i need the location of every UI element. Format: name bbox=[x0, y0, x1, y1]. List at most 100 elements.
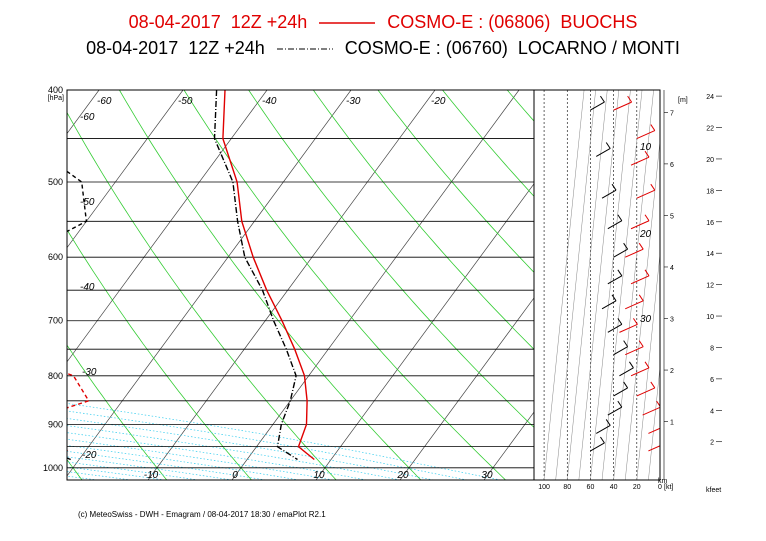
wind-barb-shaft bbox=[613, 387, 628, 397]
wind-barb-flag bbox=[605, 142, 611, 149]
wind-barb-shaft bbox=[630, 275, 650, 285]
wind-barb-flag bbox=[644, 269, 650, 277]
isotherm-label: -50 bbox=[178, 96, 193, 107]
wind-barb-locarno bbox=[607, 269, 623, 285]
wind-speed-tick-label: 80 bbox=[563, 484, 571, 491]
wind-barb-shaft bbox=[636, 387, 656, 397]
wind-barb-buochs bbox=[625, 294, 644, 310]
wind-frame bbox=[533, 89, 661, 481]
kfeet-tick-label: 4 bbox=[710, 408, 714, 415]
wind-barb-locarno bbox=[601, 294, 617, 310]
wind-barb-locarno bbox=[607, 214, 623, 230]
wind-barb-shaft bbox=[636, 130, 656, 140]
isotherm-label: -30 bbox=[346, 96, 361, 107]
isotach-line bbox=[624, 138, 660, 480]
dry-adiabat-line bbox=[312, 90, 534, 350]
dry-adiabat-line bbox=[248, 90, 534, 428]
wind-barb-flag bbox=[617, 269, 623, 277]
dry-adiabat-line bbox=[572, 90, 766, 480]
wind-barb-shaft bbox=[607, 220, 623, 230]
wind-speed-tick-label: 0 bbox=[658, 484, 662, 491]
wind-barb-shaft bbox=[619, 367, 634, 377]
wind-barb-flag bbox=[650, 124, 656, 131]
pressure-tick-label: 600 bbox=[48, 252, 63, 262]
pressure-tick-label: 1000 bbox=[43, 463, 63, 473]
pressure-tick-label: 400 bbox=[48, 85, 63, 95]
title-buochs-station: COSMO-E : (06806) BUOCHS bbox=[387, 12, 638, 32]
dewpoint-profile-locarno bbox=[67, 170, 88, 461]
dry-adiabat-line bbox=[506, 90, 534, 122]
isotherm-label: -50 bbox=[80, 197, 95, 208]
wind-barb-shaft bbox=[613, 346, 628, 356]
wind-speed-unit-label: [kt] bbox=[664, 484, 673, 491]
wind-barb-shaft bbox=[619, 323, 638, 333]
isotherm-line bbox=[399, 297, 534, 480]
isotach-line bbox=[590, 90, 631, 480]
wind-barb-buochs bbox=[648, 427, 660, 434]
temperature-tick-label: 30 bbox=[481, 470, 493, 481]
wind-barb-locarno bbox=[595, 419, 611, 434]
title-buochs: 08-04-2017 12Z +24h COSMO-E : (06806) BU… bbox=[0, 12, 766, 33]
wind-barb-shaft bbox=[630, 367, 650, 377]
isotherm-line bbox=[67, 90, 184, 249]
wind-barb-buochs bbox=[642, 400, 660, 416]
moist-adiabat-line bbox=[67, 432, 367, 480]
wind-barb-flag bbox=[600, 95, 605, 103]
wind-barb-buochs bbox=[630, 150, 650, 166]
footer-credit: (c) MeteoSwiss - DWH - Emagram / 08-04-2… bbox=[78, 510, 326, 519]
isotherm-line bbox=[231, 90, 520, 480]
dry-adiabat-line bbox=[67, 111, 337, 480]
wind-barb-flag bbox=[629, 361, 634, 369]
km-tick-label: 4 bbox=[670, 265, 674, 272]
wind-barb-shaft bbox=[590, 442, 605, 452]
kfeet-tick-label: 6 bbox=[710, 377, 714, 384]
wind-barb-shaft bbox=[607, 406, 623, 416]
wind-barb-locarno bbox=[595, 142, 611, 157]
wind-barb-buochs bbox=[630, 269, 650, 285]
isotach-line bbox=[683, 90, 723, 480]
isotach-line bbox=[648, 364, 660, 480]
km-axis-top-label: [m] bbox=[678, 97, 688, 104]
wind-barb-buochs bbox=[630, 214, 650, 230]
wind-barb-buochs bbox=[619, 318, 638, 333]
wind-barb-flag bbox=[623, 381, 629, 389]
isotach-label: 20 bbox=[639, 229, 652, 240]
wind-barb-shaft bbox=[595, 148, 611, 157]
title-buochs-date: 08-04-2017 12Z +24h bbox=[128, 12, 308, 32]
kfeet-tick-label: 24 bbox=[706, 94, 714, 101]
dry-adiabat-line bbox=[442, 90, 534, 197]
kfeet-tick-label: 22 bbox=[706, 126, 714, 133]
wind-barb-flag bbox=[605, 419, 611, 426]
dry-adiabat-line bbox=[183, 90, 506, 480]
kfeet-tick-label: 20 bbox=[706, 157, 714, 164]
wind-barb-flag bbox=[611, 294, 617, 302]
isotherm-line bbox=[67, 90, 268, 363]
isotach-line bbox=[578, 90, 620, 480]
wind-barb-flag bbox=[662, 437, 666, 443]
moist-adiabat-line bbox=[67, 410, 468, 480]
pressure-tick-label: 700 bbox=[48, 316, 63, 326]
wind-barb-shaft bbox=[607, 323, 623, 333]
dry-adiabat-line bbox=[67, 229, 252, 480]
wind-barb-flag bbox=[638, 294, 644, 302]
kfeet-tick-label: 10 bbox=[706, 314, 714, 321]
wind-speed-tick-label: 20 bbox=[633, 484, 641, 491]
wind-barb-flag bbox=[617, 318, 623, 325]
dry-adiabat-line bbox=[636, 90, 766, 480]
isotherm-line bbox=[0, 90, 15, 480]
wind-barb-shaft bbox=[625, 300, 644, 310]
wind-barb-flag bbox=[617, 400, 623, 408]
wind-barb-flag bbox=[611, 183, 617, 191]
isotherm-line bbox=[147, 90, 436, 480]
wind-barb-buochs bbox=[636, 124, 656, 140]
pressure-tick-label: 900 bbox=[48, 419, 63, 429]
temperature-tick-label: 10 bbox=[313, 470, 325, 481]
isotach-line bbox=[555, 90, 596, 480]
wind-barb-shaft bbox=[613, 248, 628, 258]
wind-barb-shaft bbox=[601, 300, 617, 310]
title-locarno-station: COSMO-E : (06760) LOCARNO / MONTI bbox=[344, 38, 680, 58]
wind-barb-shaft bbox=[625, 346, 644, 356]
wind-barb-shaft bbox=[601, 189, 617, 199]
title-locarno: 08-04-2017 12Z +24h COSMO-E : (06760) LO… bbox=[0, 38, 766, 59]
dry-adiabat-line bbox=[377, 90, 534, 273]
